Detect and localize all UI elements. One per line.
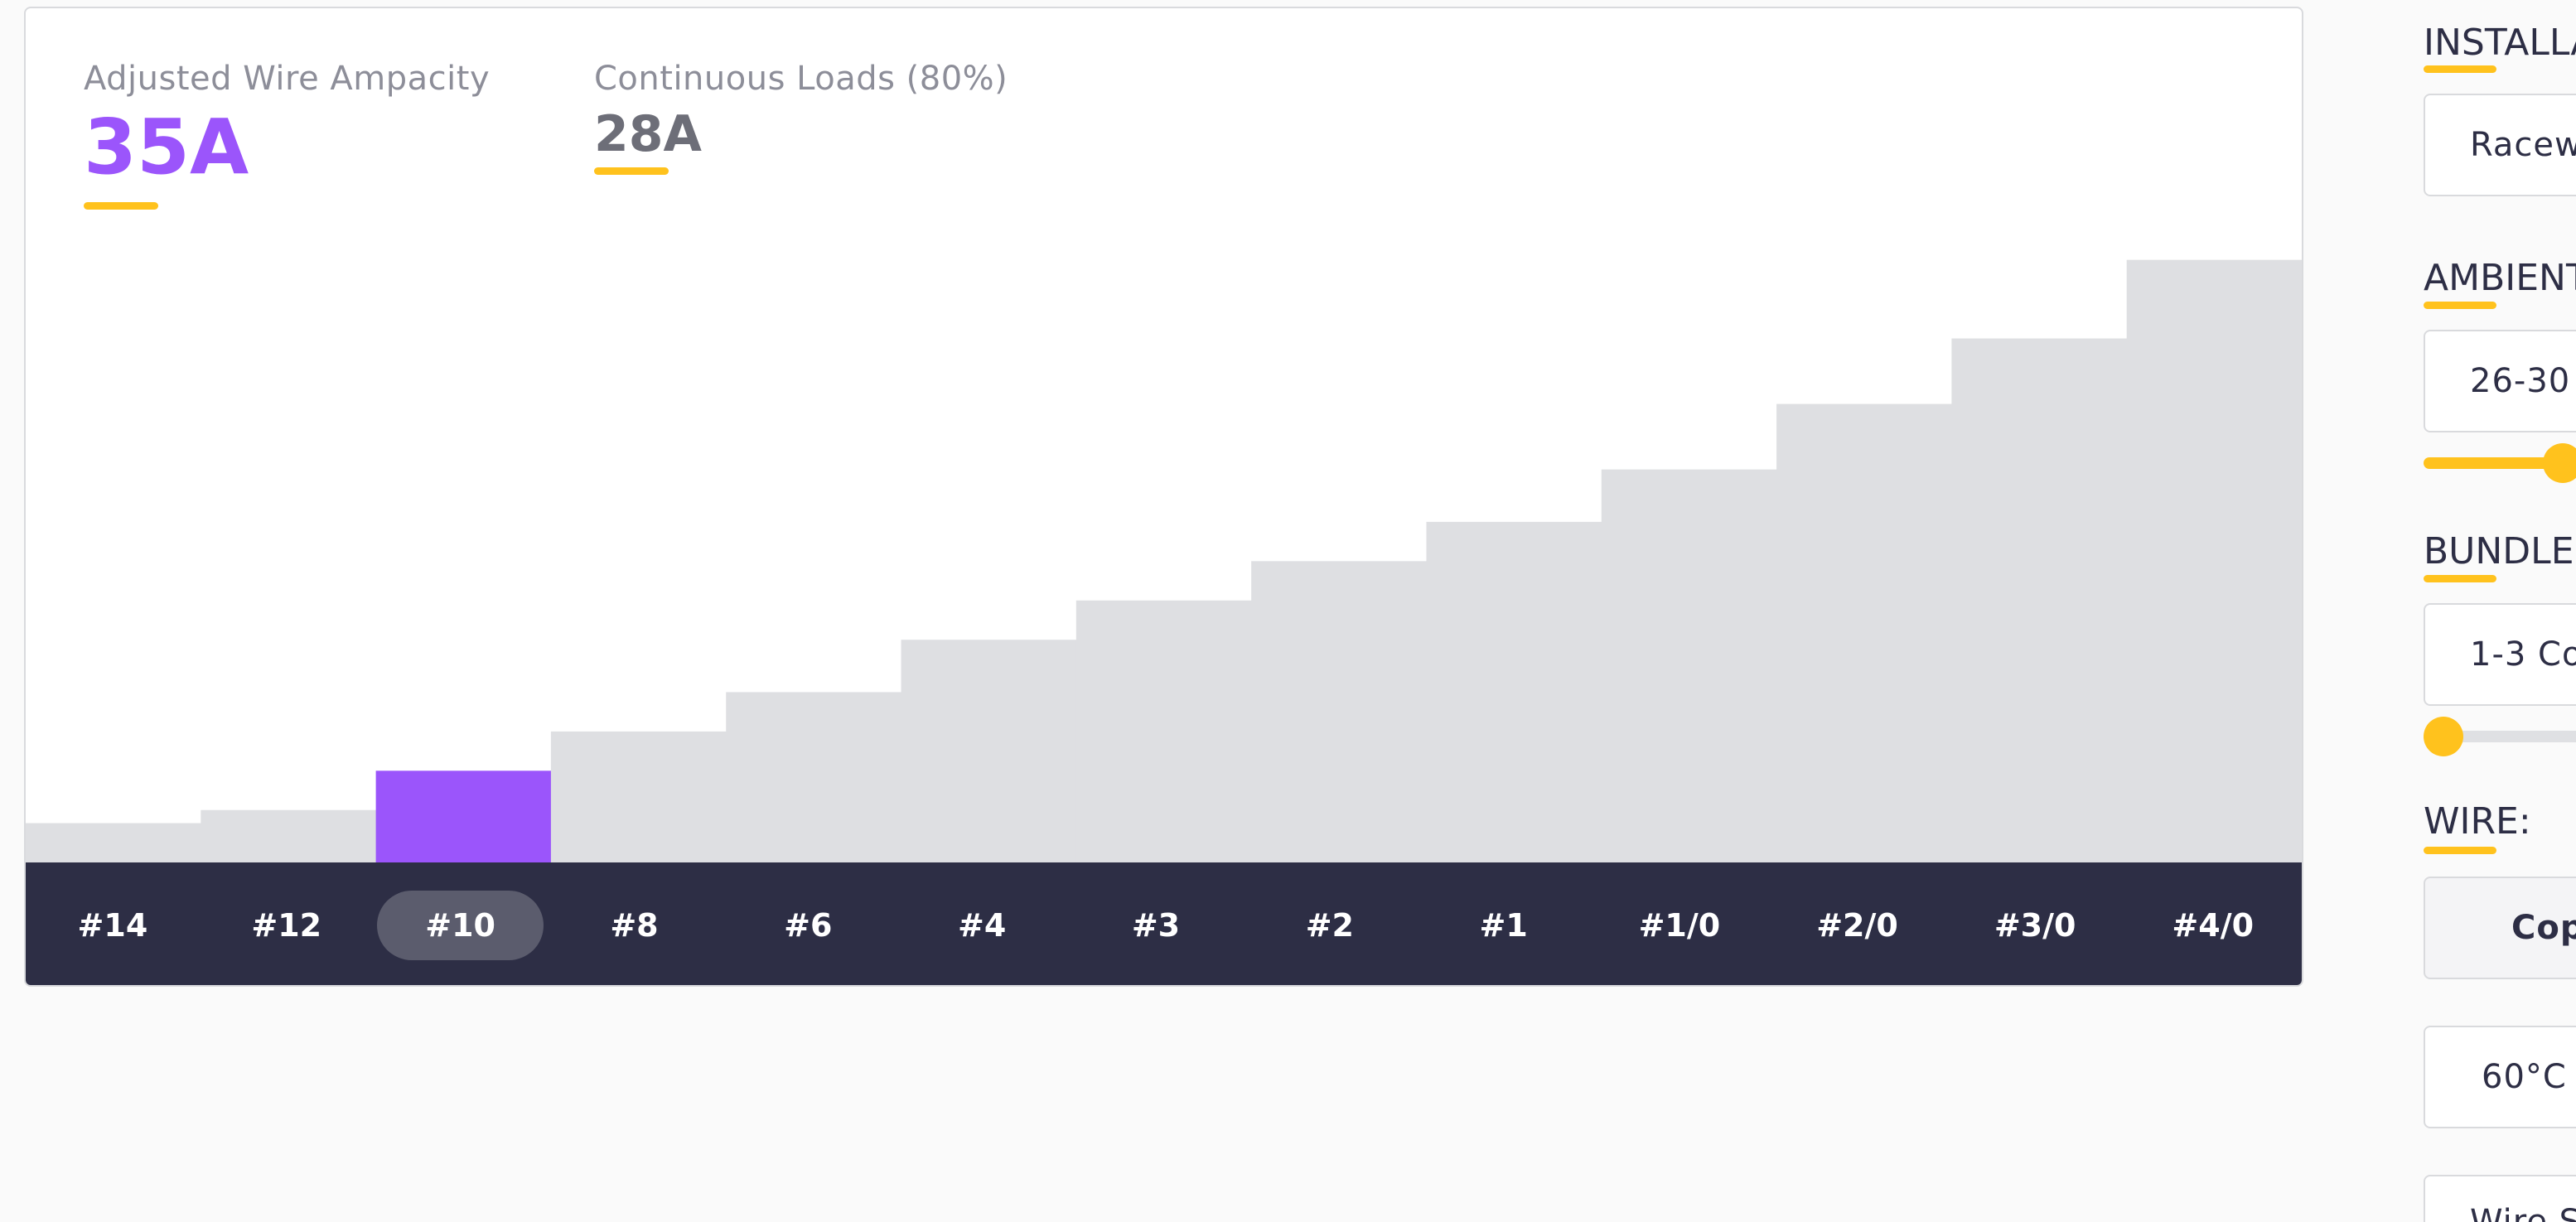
- wire-size-label: #8: [610, 907, 659, 944]
- settings-panel: INSTALLA Racew AMBIENT 26-30 BUNDLE S 1-…: [2424, 0, 2576, 1222]
- ampacity-chart-card: Adjusted Wire Ampacity 35A Continuous Lo…: [24, 7, 2303, 987]
- bundle-title: BUNDLE S: [2424, 530, 2576, 572]
- adjusted-ampacity-stat: Adjusted Wire Ampacity 35A: [84, 60, 490, 210]
- wire-size-label: #10: [377, 891, 544, 960]
- wire-size-label: #2/0: [1816, 907, 1898, 944]
- wire-size-label: #3/0: [1994, 907, 2076, 944]
- ambient-slider-track[interactable]: [2424, 457, 2576, 469]
- bar-awg14: [26, 823, 201, 862]
- wire-size-tab[interactable]: #4: [895, 862, 1069, 985]
- wire-size-tab[interactable]: #2/0: [1768, 862, 1946, 985]
- bar-awg2-0: [1776, 403, 1952, 862]
- ambient-title: AMBIENT: [2424, 257, 2576, 299]
- wire-size-tab[interactable]: #10: [374, 862, 548, 985]
- bundle-underline: [2424, 575, 2496, 582]
- wire-size-tab[interactable]: #8: [548, 862, 722, 985]
- wire-size-label: #4/0: [2172, 907, 2255, 944]
- wire-size-tab[interactable]: #14: [26, 862, 200, 985]
- wire-size-label: #1/0: [1638, 907, 1721, 944]
- bar-awg3-0: [1951, 338, 2128, 862]
- ampacity-bar-chart: [26, 259, 2302, 862]
- bar-awg8: [550, 731, 727, 862]
- wire-size-tab[interactable]: #12: [200, 862, 374, 985]
- wire-size-label: #14: [77, 907, 148, 944]
- wire-material-button[interactable]: Cop: [2424, 877, 2576, 979]
- wire-size-tab[interactable]: #2: [1243, 862, 1417, 985]
- continuous-loads-label: Continuous Loads (80%): [594, 60, 1008, 98]
- wire-size-tab[interactable]: #3: [1069, 862, 1243, 985]
- bar-awg4-0: [2126, 259, 2302, 862]
- installation-title: INSTALLA: [2424, 22, 2576, 64]
- wire-size-tab[interactable]: #1: [1417, 862, 1591, 985]
- wire-size-tab[interactable]: #6: [721, 862, 895, 985]
- ambient-select[interactable]: 26-30: [2424, 330, 2576, 432]
- bar-awg12: [201, 809, 377, 862]
- ambient-underline: [2424, 302, 2496, 309]
- installation-select[interactable]: Racew: [2424, 94, 2576, 196]
- ambient-slider-thumb[interactable]: [2543, 443, 2576, 483]
- bar-awg1: [1426, 521, 1602, 862]
- bundle-slider-thumb[interactable]: [2424, 717, 2463, 756]
- wire-size-label: #2: [1305, 907, 1354, 944]
- bar-awg1-0: [1601, 469, 1777, 862]
- wire-size-selector: #14 #12 #10 #8 #6 #4 #3 #2 #1 #1/0 #2/0 #3/0 #4/0: [26, 862, 2302, 985]
- installation-underline: [2424, 65, 2496, 73]
- wire-size-tab[interactable]: #4/0: [2124, 862, 2302, 985]
- adjusted-ampacity-underline: [84, 202, 158, 210]
- wire-underline: [2424, 847, 2496, 854]
- wire-size-tab[interactable]: #1/0: [1591, 862, 1769, 985]
- bar-awg6: [726, 692, 902, 862]
- wire-size-tab[interactable]: #3/0: [1946, 862, 2124, 985]
- wire-size-label: #12: [251, 907, 322, 944]
- bar-awg4: [901, 640, 1077, 862]
- wire-title: WIRE:: [2424, 800, 2531, 843]
- continuous-loads-stat: Continuous Loads (80%) 28A: [594, 60, 1008, 175]
- wire-size-label: #6: [784, 907, 833, 944]
- wire-size-label: #4: [958, 907, 1007, 944]
- bar-awg10: [375, 770, 552, 862]
- continuous-loads-underline: [594, 167, 669, 175]
- adjusted-ampacity-label: Adjusted Wire Ampacity: [84, 60, 491, 98]
- continuous-loads-value: 28A: [594, 105, 702, 163]
- bar-awg2: [1251, 561, 1428, 862]
- adjusted-ampacity-value: 35A: [84, 103, 249, 191]
- wire-temp-select[interactable]: 60°C: [2424, 1026, 2576, 1128]
- wire-size-label: #3: [1131, 907, 1181, 944]
- bundle-select[interactable]: 1-3 Co: [2424, 603, 2576, 706]
- wire-size-select[interactable]: Wire S: [2424, 1175, 2576, 1222]
- bar-awg3: [1075, 600, 1252, 862]
- wire-size-label: #1: [1479, 907, 1528, 944]
